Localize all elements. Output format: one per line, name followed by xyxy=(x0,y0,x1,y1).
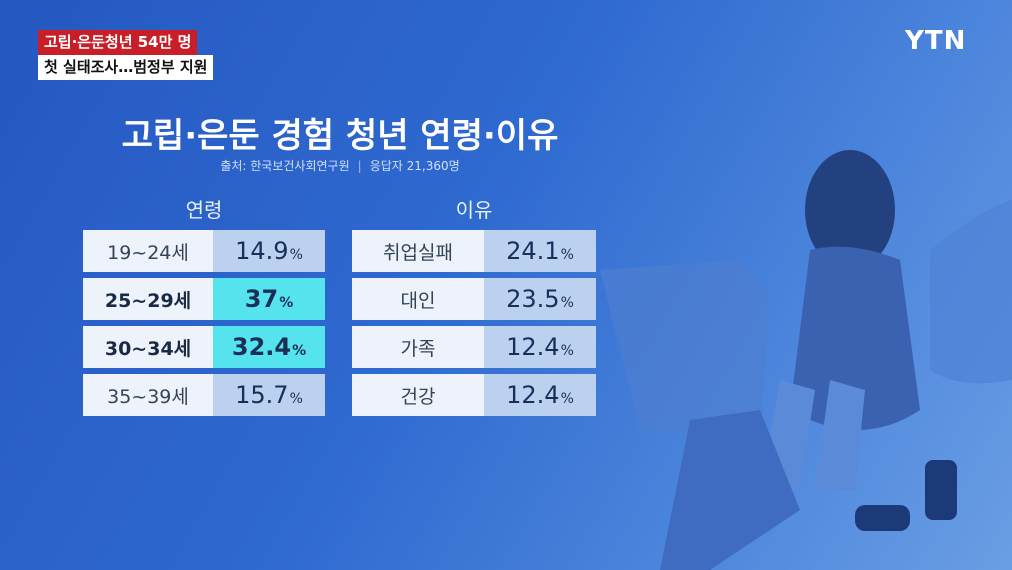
value-number: 37 xyxy=(244,285,279,313)
source: 출처: 한국보건사회연구원 xyxy=(220,159,350,173)
row-value: 15.7% xyxy=(213,374,325,416)
caption: 첫 실태조사…범정부 지원 xyxy=(38,55,214,80)
row-value: 37% xyxy=(213,278,325,320)
row-label: 19~24세 xyxy=(83,230,213,272)
value-number: 32.4 xyxy=(231,333,292,361)
row-value: 14.9% xyxy=(213,230,325,272)
table-row: 건강 12.4% xyxy=(352,374,596,416)
table-header: 이유 xyxy=(455,198,493,222)
table-row: 가족 12.4% xyxy=(352,326,596,368)
caption: 고립·은둔청년 54만 명 xyxy=(38,30,198,55)
value-unit: % xyxy=(289,247,303,263)
table: 연령 19~24세 14.9% 25~29세 37% 30~34세 32.4% 35~39세 1… xyxy=(83,196,325,422)
table-row: 대인 23.5% xyxy=(352,278,596,320)
source-line: 출처: 한국보건사회연구원 | 응답자 21,360명 xyxy=(80,157,600,174)
row-label: 25~29세 xyxy=(83,278,213,320)
value-unit: % xyxy=(279,295,294,311)
row-label: 30~34세 xyxy=(83,326,213,368)
row-label: 대인 xyxy=(352,278,484,320)
value-number: 14.9 xyxy=(235,237,289,265)
row-value: 12.4% xyxy=(484,326,596,368)
table-row: 19~24세 14.9% xyxy=(83,230,325,272)
table-row: 35~39세 15.7% xyxy=(83,374,325,416)
value-unit: % xyxy=(289,391,303,407)
illustration xyxy=(600,150,1012,570)
row-value: 23.5% xyxy=(484,278,596,320)
separator: | xyxy=(357,159,362,173)
value-unit: % xyxy=(560,391,574,407)
value-number: 12.4 xyxy=(506,333,560,361)
row-label: 가족 xyxy=(352,326,484,368)
row-value: 12.4% xyxy=(484,374,596,416)
row-value: 32.4% xyxy=(213,326,325,368)
value-number: 15.7 xyxy=(235,381,289,409)
table: 이유 취업실패 24.1% 대인 23.5% 가족 12.4% 건강 12.4% xyxy=(352,196,596,422)
value-unit: % xyxy=(292,343,307,359)
value-unit: % xyxy=(560,295,574,311)
value-number: 23.5 xyxy=(506,285,560,313)
value-number: 12.4 xyxy=(506,381,560,409)
row-label: 취업실패 xyxy=(352,230,484,272)
row-value: 24.1% xyxy=(484,230,596,272)
logo: YTN xyxy=(905,26,967,56)
row-label: 건강 xyxy=(352,374,484,416)
table-row: 25~29세 37% xyxy=(83,278,325,320)
table-header: 연령 xyxy=(185,198,223,222)
value-number: 24.1 xyxy=(506,237,560,265)
value-unit: % xyxy=(560,343,574,359)
title: 고립·은둔 경험 청년 연령·이유 xyxy=(121,116,559,156)
value-unit: % xyxy=(560,247,574,263)
respondents: 응답자 21,360명 xyxy=(369,159,460,173)
row-label: 35~39세 xyxy=(83,374,213,416)
table-row: 30~34세 32.4% xyxy=(83,326,325,368)
table-row: 취업실패 24.1% xyxy=(352,230,596,272)
